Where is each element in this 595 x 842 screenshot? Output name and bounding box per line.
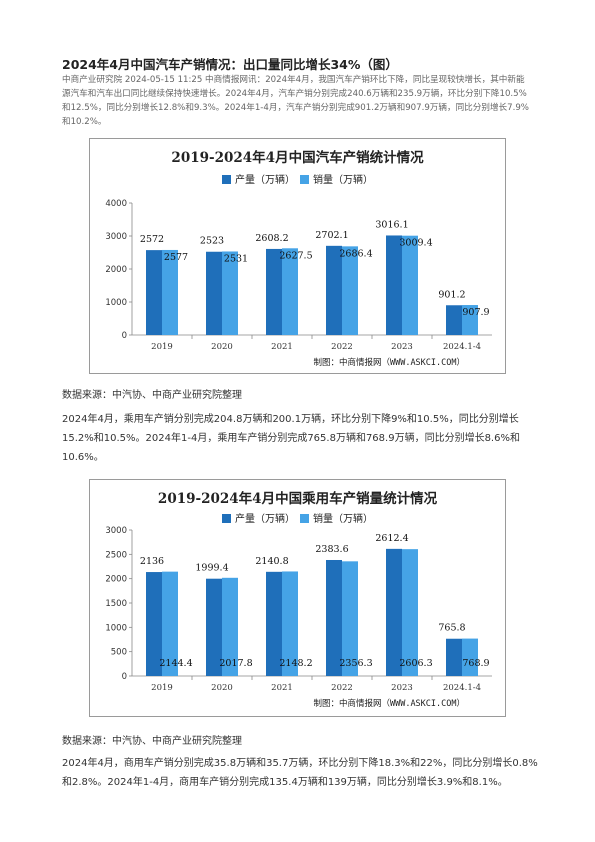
x-category-label: 2023: [391, 342, 413, 352]
y-tick-label: 1000: [105, 623, 127, 633]
y-tick-label: 0: [122, 331, 127, 341]
bar-production: [386, 548, 402, 676]
bar-production: [146, 572, 162, 676]
bar-production: [326, 559, 342, 676]
chart-credit: 制图：中商情报网（WWW.ASKCI.COM）: [313, 357, 465, 368]
bar-sales: [402, 549, 418, 676]
data-label-production: 901.2: [438, 289, 465, 300]
data-label-sales: 2686.4: [339, 248, 372, 259]
commercial-vehicle-paragraph: 2024年4月，商用车产销分别完成35.8万辆和35.7万辆，环比分别下降18.…: [62, 758, 538, 788]
bar-production: [206, 578, 222, 676]
bar-production: [266, 571, 282, 676]
x-category-label: 2022: [331, 342, 353, 352]
x-category-label: 2024.1-4: [443, 342, 481, 352]
legend-swatch-production: [222, 514, 231, 523]
data-label-sales: 2577: [164, 252, 188, 263]
y-tick-label: 2500: [105, 550, 127, 560]
x-category-label: 2020: [211, 683, 233, 693]
bar-sales: [222, 577, 238, 676]
legend-label-production: 产量（万辆）: [235, 512, 295, 525]
bar-sales: [342, 246, 358, 335]
chart-title: 2019-2024年4月中国汽车产销统计情况: [171, 149, 424, 166]
x-category-label: 2021: [271, 342, 293, 352]
legend-label-production: 产量（万辆）: [235, 173, 295, 186]
data-label-sales: 2627.5: [279, 250, 312, 261]
x-category-label: 2021: [271, 683, 293, 693]
data-label-production: 2702.1: [315, 230, 348, 241]
bar-sales: [162, 571, 178, 676]
y-tick-label: 4000: [105, 199, 127, 209]
data-label-sales: 2017.8: [219, 658, 252, 669]
y-tick-label: 1500: [105, 599, 127, 609]
x-category-label: 2020: [211, 342, 233, 352]
passenger-car-production-sales-chart: 2019-2024年4月中国乘用车产销量统计情况产量（万辆） 销量（万辆） 0 500…: [89, 479, 506, 717]
legend-label-sales: 销量（万辆）: [313, 512, 373, 525]
bar-sales: [282, 248, 298, 335]
passenger-car-paragraph: 2024年4月，乘用车产销分别完成204.8万辆和200.1万辆，环比分别下降9…: [62, 414, 520, 463]
bar-production: [146, 250, 162, 335]
data-label-production: 1999.4: [195, 563, 228, 574]
data-label-sales: 2606.3: [399, 658, 432, 669]
legend-swatch-sales: [300, 514, 309, 523]
legend-label-sales: 销量（万辆）: [313, 173, 373, 186]
legend-swatch-sales: [300, 175, 309, 184]
y-tick-label: 3000: [105, 526, 127, 536]
y-tick-label: 0: [122, 672, 127, 682]
bar-production: [446, 305, 462, 335]
bar-sales: [402, 235, 418, 335]
bar-sales: [342, 561, 358, 676]
chart-credit: 制图：中商情报网（WWW.ASKCI.COM）: [313, 698, 465, 709]
bar-production: [266, 248, 282, 335]
bar-sales: [462, 305, 478, 335]
x-category-label: 2019: [151, 342, 173, 352]
x-category-label: 2022: [331, 683, 353, 693]
data-source-note: 数据来源：中汽协、中商产业研究院整理: [62, 390, 242, 401]
article-title: 2024年4月中国汽车产销情况：出口量同比增长34%（图）: [62, 57, 398, 72]
data-label-sales: 2148.2: [279, 658, 312, 669]
data-label-sales: 2144.4: [159, 658, 192, 669]
chart-title: 2019-2024年4月中国乘用车产销量统计情况: [158, 490, 438, 507]
data-label-sales: 768.9: [462, 658, 489, 669]
data-label-production: 2608.2: [255, 233, 288, 244]
data-source-note: 数据来源：中汽协、中商产业研究院整理: [62, 736, 242, 747]
bar-sales: [162, 249, 178, 335]
bar-production: [386, 235, 402, 335]
bar-sales: [282, 571, 298, 676]
y-tick-label: 500: [111, 648, 127, 658]
data-label-production: 765.8: [438, 623, 465, 634]
data-label-production: 3016.1: [375, 219, 408, 230]
vehicle-production-sales-chart: 2019-2024年4月中国汽车产销统计情况产量（万辆） 销量（万辆） 0 1000 2…: [89, 138, 506, 374]
data-label-sales: 2356.3: [339, 658, 372, 669]
data-label-production: 2612.4: [375, 533, 408, 544]
bar-production: [326, 245, 342, 335]
bar-sales: [222, 251, 238, 335]
x-category-label: 2023: [391, 683, 413, 693]
bar-sales: [462, 638, 478, 676]
data-label-production: 2383.6: [315, 544, 348, 555]
y-tick-label: 1000: [105, 298, 127, 308]
bar-production: [206, 251, 222, 335]
x-category-label: 2024.1-4: [443, 683, 481, 693]
y-tick-label: 3000: [105, 232, 127, 242]
data-label-sales: 3009.4: [399, 238, 432, 249]
article-meta: 中商产业研究院 2024-05-15 11:25 中商情报网讯：2024年4月，…: [62, 75, 529, 127]
data-label-production: 2572: [140, 234, 164, 245]
legend-swatch-production: [222, 175, 231, 184]
x-category-label: 2019: [151, 683, 173, 693]
y-tick-label: 2000: [105, 575, 127, 585]
bar-production: [446, 638, 462, 676]
data-label-production: 2136: [140, 556, 164, 567]
data-label-production: 2523: [200, 236, 224, 247]
data-label-production: 2140.8: [255, 556, 288, 567]
data-label-sales: 907.9: [462, 307, 489, 318]
data-label-sales: 2531: [224, 253, 248, 264]
y-tick-label: 2000: [105, 265, 127, 275]
